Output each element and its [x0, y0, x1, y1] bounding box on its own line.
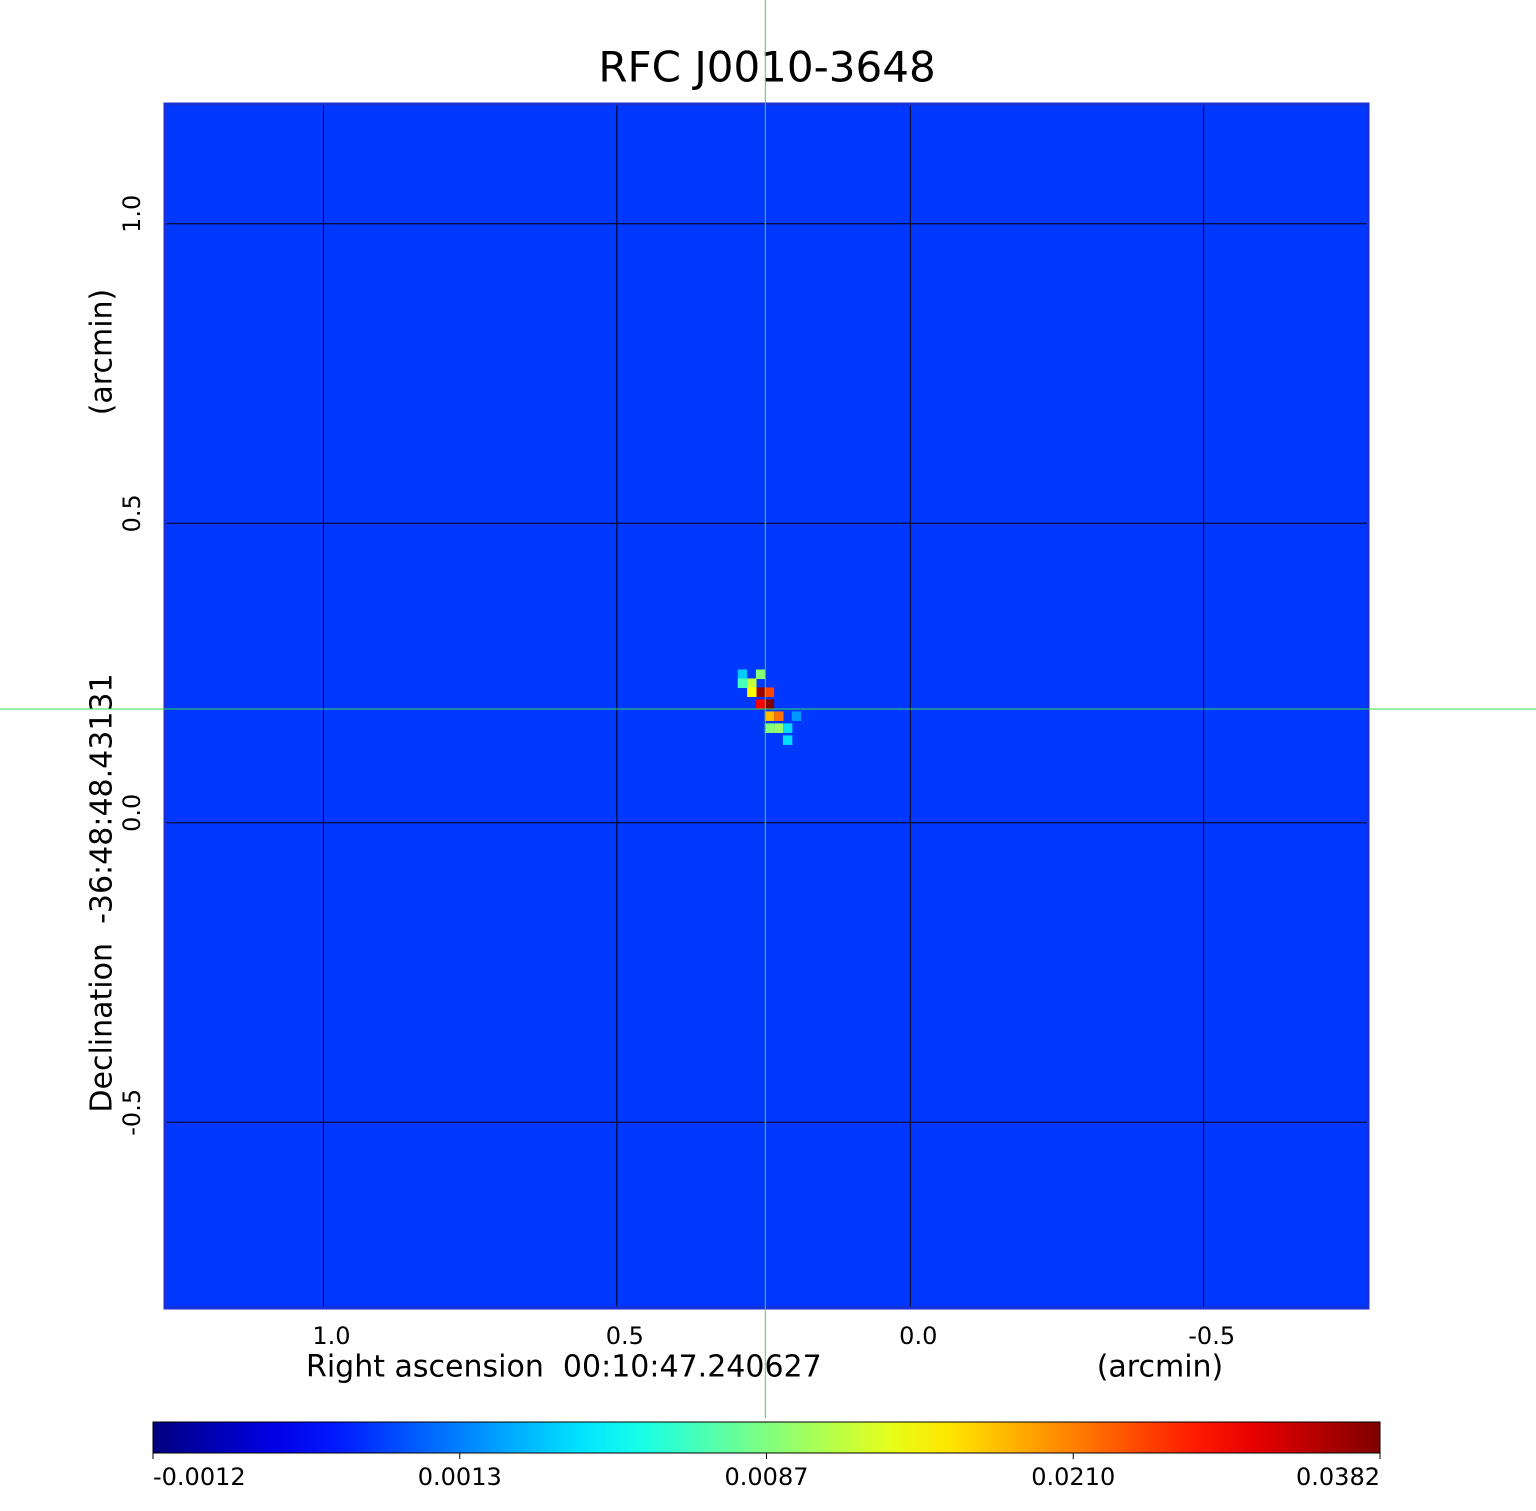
pixel [755, 699, 766, 709]
pixel [782, 735, 793, 745]
pixel [764, 711, 775, 721]
chart-title: RFC J0010-3648 [598, 43, 935, 92]
pixel [774, 723, 784, 733]
pixel [774, 711, 784, 721]
pixel [737, 678, 748, 689]
colorbar-tick-label: 0.0087 [725, 1463, 809, 1491]
x-tick-label: 1.0 [312, 1322, 350, 1350]
pixel [764, 687, 775, 698]
x-axis-unit: (arcmin) [1097, 1350, 1224, 1385]
x-tick-label: 0.5 [606, 1322, 644, 1350]
pixel [747, 678, 757, 689]
colorbar-tick-label: -0.0012 [153, 1463, 246, 1491]
y-tick-label: 0.5 [118, 494, 146, 532]
pixel [764, 723, 775, 733]
pixel [747, 687, 757, 698]
y-axis-unit: (arcmin) [85, 289, 120, 416]
y-axis-label: Declination -36:48:48.43131 [85, 673, 120, 1112]
colorbar-tick-label: 0.0382 [1296, 1463, 1380, 1491]
pixel [764, 699, 775, 709]
pixel [755, 687, 766, 698]
pixel [782, 723, 793, 733]
pixel [791, 711, 802, 721]
y-tick-label: 1.0 [118, 195, 146, 233]
x-tick-label: 0.0 [899, 1322, 937, 1350]
x-axis-label: Right ascension 00:10:47.240627 [306, 1350, 822, 1385]
colorbar-tick-label: 0.0013 [418, 1463, 502, 1491]
colorbar-tick-label: 0.0210 [1031, 1463, 1115, 1491]
x-tick-label: -0.5 [1188, 1322, 1235, 1350]
y-tick-label: 0.0 [118, 794, 146, 832]
pixel [755, 669, 766, 680]
colorbar [152, 1421, 1381, 1454]
y-tick-label: -0.5 [118, 1089, 146, 1136]
plot-frame [163, 102, 1370, 1310]
pixel [737, 669, 748, 680]
